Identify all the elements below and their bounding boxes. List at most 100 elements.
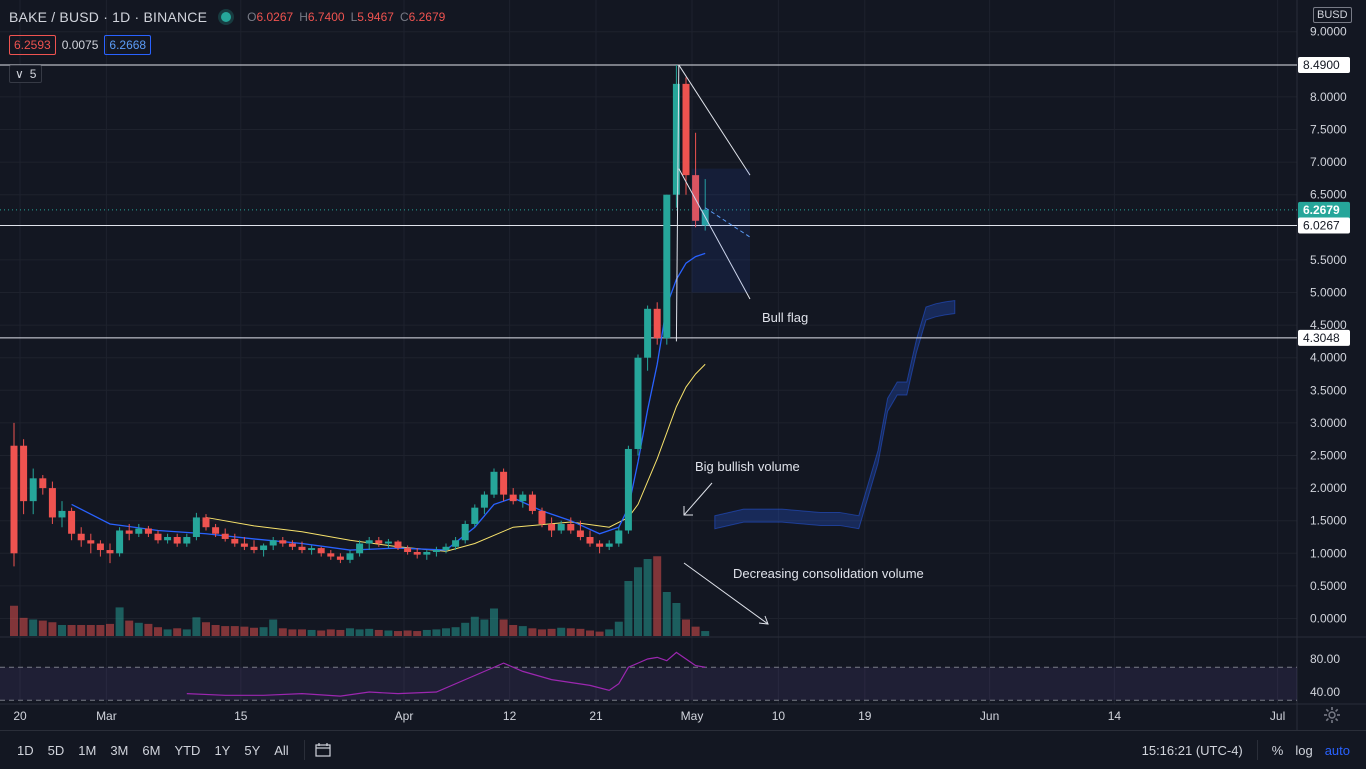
volume-bar <box>432 629 441 636</box>
time-tick-label: 21 <box>589 709 603 723</box>
time-tick-label: Jul <box>1270 709 1285 723</box>
candle-body <box>183 537 191 544</box>
volume-bar <box>307 629 316 636</box>
candle-body <box>106 550 114 554</box>
candle-body <box>144 528 152 534</box>
candle-body <box>528 494 536 511</box>
volume-bar <box>442 628 450 636</box>
volume-bar <box>528 628 537 636</box>
volume-bar <box>403 630 412 636</box>
candle-body <box>356 543 364 554</box>
close-label: C <box>399 10 409 24</box>
bottom-toolbar: 1D 5D 1M 3M 6M YTD 1Y 5Y All 15:16:21 (U… <box>0 730 1366 769</box>
percent-scale-button[interactable]: % <box>1271 742 1284 758</box>
candle-body <box>394 541 402 549</box>
calendar-range-icon[interactable] <box>315 743 331 757</box>
range-1m[interactable]: 1M <box>78 742 97 758</box>
candle-body <box>672 83 680 195</box>
candle-body <box>557 523 565 531</box>
volume-bar <box>682 619 690 636</box>
candle-body <box>58 510 66 518</box>
range-5y[interactable]: 5Y <box>244 742 261 758</box>
volume-bar <box>19 617 28 636</box>
volume-bar <box>29 619 38 636</box>
volume-bar <box>221 626 230 636</box>
price-tick-label: 9.0000 <box>1310 25 1347 39</box>
volume-bars <box>10 556 710 636</box>
candle-body <box>500 471 508 495</box>
range-1d[interactable]: 1D <box>17 742 34 758</box>
candle-body <box>692 175 700 221</box>
candle-body <box>10 445 18 554</box>
candle-body <box>154 533 162 541</box>
close-value: 6.2679 <box>408 10 446 24</box>
volume-bar <box>557 627 566 636</box>
range-1y[interactable]: 1Y <box>214 742 231 758</box>
projection-area <box>714 299 956 530</box>
candle-body <box>135 528 143 534</box>
candle-body <box>653 308 661 339</box>
candle-body <box>471 507 479 524</box>
volume-bar <box>211 625 220 636</box>
currency-badge[interactable]: BUSD <box>1313 7 1352 23</box>
toolbar-divider <box>303 740 305 760</box>
candle-body <box>260 545 268 551</box>
volume-arrow-head <box>683 506 693 516</box>
price-tick-label: 3.5000 <box>1310 383 1347 397</box>
price-label-box <box>1298 217 1350 234</box>
candle-body <box>20 445 28 502</box>
candle-body <box>327 553 335 557</box>
ema-fast-value[interactable]: 6.2593 <box>9 35 56 55</box>
consolidation-arrow-head <box>758 615 769 625</box>
volume-bar <box>192 617 201 636</box>
volume-bar <box>490 608 498 636</box>
volume-bar <box>422 629 431 636</box>
volume-bar <box>106 623 114 636</box>
clock-time[interactable]: 15:16:21 (UTC-4) <box>1141 742 1243 758</box>
candle-body <box>269 540 277 546</box>
candle-body <box>480 494 488 508</box>
auto-scale-button[interactable]: auto <box>1324 742 1350 758</box>
candle-body <box>317 548 325 554</box>
candle-body <box>490 471 498 495</box>
gear-icon[interactable] <box>1323 706 1341 724</box>
range-all[interactable]: All <box>274 742 289 758</box>
bull-flag-drawing <box>675 64 751 342</box>
range-ytd[interactable]: YTD <box>174 742 201 758</box>
candle-body <box>77 533 85 541</box>
ema-slow-value[interactable]: 6.2668 <box>104 35 152 55</box>
volume-bar <box>518 626 527 636</box>
volume-bar <box>451 627 460 636</box>
rsi-band <box>0 667 1297 701</box>
range-6m[interactable]: 6M <box>142 742 161 758</box>
indicator-collapse-button[interactable]: ∨ 5 <box>9 65 43 83</box>
price-tick-label: 2.0000 <box>1310 481 1347 495</box>
volume-bar <box>163 629 172 636</box>
time-tick-label: 10 <box>772 709 786 723</box>
candle-body <box>375 540 383 544</box>
bottom-right-controls: 15:16:21 (UTC-4) % log auto <box>1136 731 1356 769</box>
candle-body <box>596 543 604 547</box>
range-5d[interactable]: 5D <box>47 742 65 758</box>
range-3m[interactable]: 3M <box>110 742 129 758</box>
flag-lower-line <box>678 168 751 300</box>
symbol-title[interactable]: BAKE / BUSD · 1D · BINANCE <box>9 9 208 25</box>
price-label-text: 6.0267 <box>1303 219 1340 233</box>
price-tick-label: 1.0000 <box>1310 546 1347 560</box>
time-tick-label: 12 <box>503 709 517 723</box>
price-label-box <box>1298 56 1350 73</box>
volume-bar <box>480 619 489 636</box>
volume-bar <box>394 631 402 636</box>
time-tick-label: Apr <box>395 709 414 723</box>
volume-bar <box>672 603 681 636</box>
rsi-tick-label: 80.00 <box>1310 652 1340 666</box>
volume-bar <box>10 605 18 636</box>
volume-bar <box>278 628 287 636</box>
log-scale-button[interactable]: log <box>1295 742 1313 758</box>
annotation-arrows <box>683 482 769 625</box>
volume-bar <box>240 626 249 636</box>
price-tick-label: 6.5000 <box>1310 188 1347 202</box>
volume-bar <box>624 581 633 636</box>
time-tick-label: 19 <box>858 709 872 723</box>
